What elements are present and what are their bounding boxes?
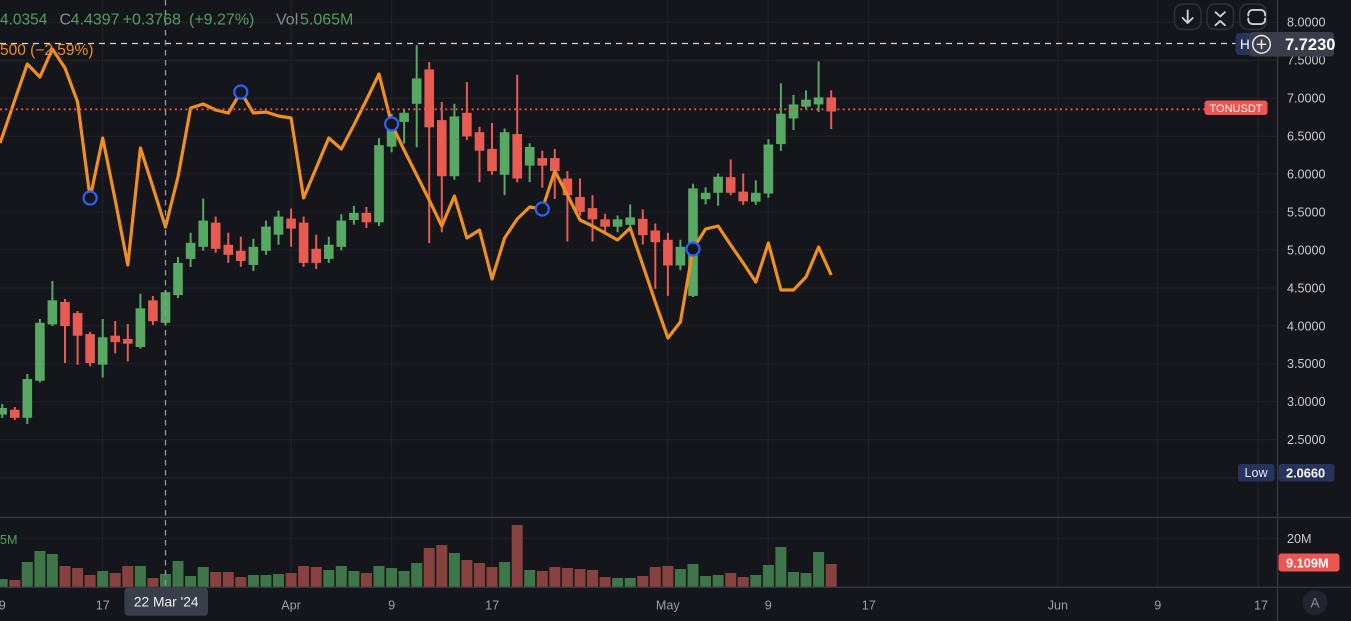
svg-text:+0.3768: +0.3768 bbox=[123, 12, 181, 29]
svg-text:17: 17 bbox=[485, 599, 499, 613]
svg-text:7.0000: 7.0000 bbox=[1287, 92, 1326, 106]
svg-text:3.0000: 3.0000 bbox=[1287, 395, 1326, 409]
svg-text:4.0354: 4.0354 bbox=[0, 12, 48, 29]
svg-text:9: 9 bbox=[0, 599, 6, 613]
svg-text:Jun: Jun bbox=[1048, 599, 1068, 613]
svg-text:Vol: Vol bbox=[276, 12, 298, 29]
svg-text:4.4397: 4.4397 bbox=[71, 12, 120, 29]
svg-text:5.0000: 5.0000 bbox=[1287, 243, 1326, 257]
svg-text:TONUSDT: TONUSDT bbox=[1210, 103, 1263, 115]
svg-text:5M: 5M bbox=[0, 533, 18, 547]
svg-text:17: 17 bbox=[862, 599, 876, 613]
svg-text:20M: 20M bbox=[1287, 532, 1312, 546]
svg-text:4.5000: 4.5000 bbox=[1287, 281, 1326, 295]
svg-text:5.065M: 5.065M bbox=[300, 12, 353, 29]
svg-text:9.109M: 9.109M bbox=[1286, 555, 1329, 570]
svg-text:C: C bbox=[60, 12, 72, 29]
svg-text:5.5000: 5.5000 bbox=[1287, 206, 1326, 220]
svg-text:2.0660: 2.0660 bbox=[1286, 465, 1325, 480]
svg-text:500 (−2.59%): 500 (−2.59%) bbox=[0, 42, 94, 59]
svg-text:4.0000: 4.0000 bbox=[1287, 319, 1326, 333]
svg-text:9: 9 bbox=[765, 599, 772, 613]
svg-text:9: 9 bbox=[388, 599, 395, 613]
svg-text:May: May bbox=[656, 599, 680, 613]
svg-text:6.0000: 6.0000 bbox=[1287, 168, 1326, 182]
svg-text:3.5000: 3.5000 bbox=[1287, 357, 1326, 371]
svg-text:(+9.27%): (+9.27%) bbox=[189, 12, 254, 29]
svg-text:7.5000: 7.5000 bbox=[1287, 54, 1326, 68]
svg-text:17: 17 bbox=[1254, 599, 1268, 613]
svg-text:Apr: Apr bbox=[281, 599, 301, 613]
svg-text:22 Mar '24: 22 Mar '24 bbox=[134, 595, 199, 610]
svg-text:6.5000: 6.5000 bbox=[1287, 130, 1326, 144]
svg-text:17: 17 bbox=[96, 599, 110, 613]
svg-text:9: 9 bbox=[1154, 599, 1161, 613]
svg-text:7.7230: 7.7230 bbox=[1285, 36, 1335, 54]
svg-text:A: A bbox=[1310, 596, 1319, 611]
svg-text:8.0000: 8.0000 bbox=[1287, 16, 1326, 30]
svg-text:Low: Low bbox=[1244, 466, 1268, 480]
svg-text:2.5000: 2.5000 bbox=[1287, 433, 1326, 447]
svg-text:H: H bbox=[1240, 37, 1250, 52]
